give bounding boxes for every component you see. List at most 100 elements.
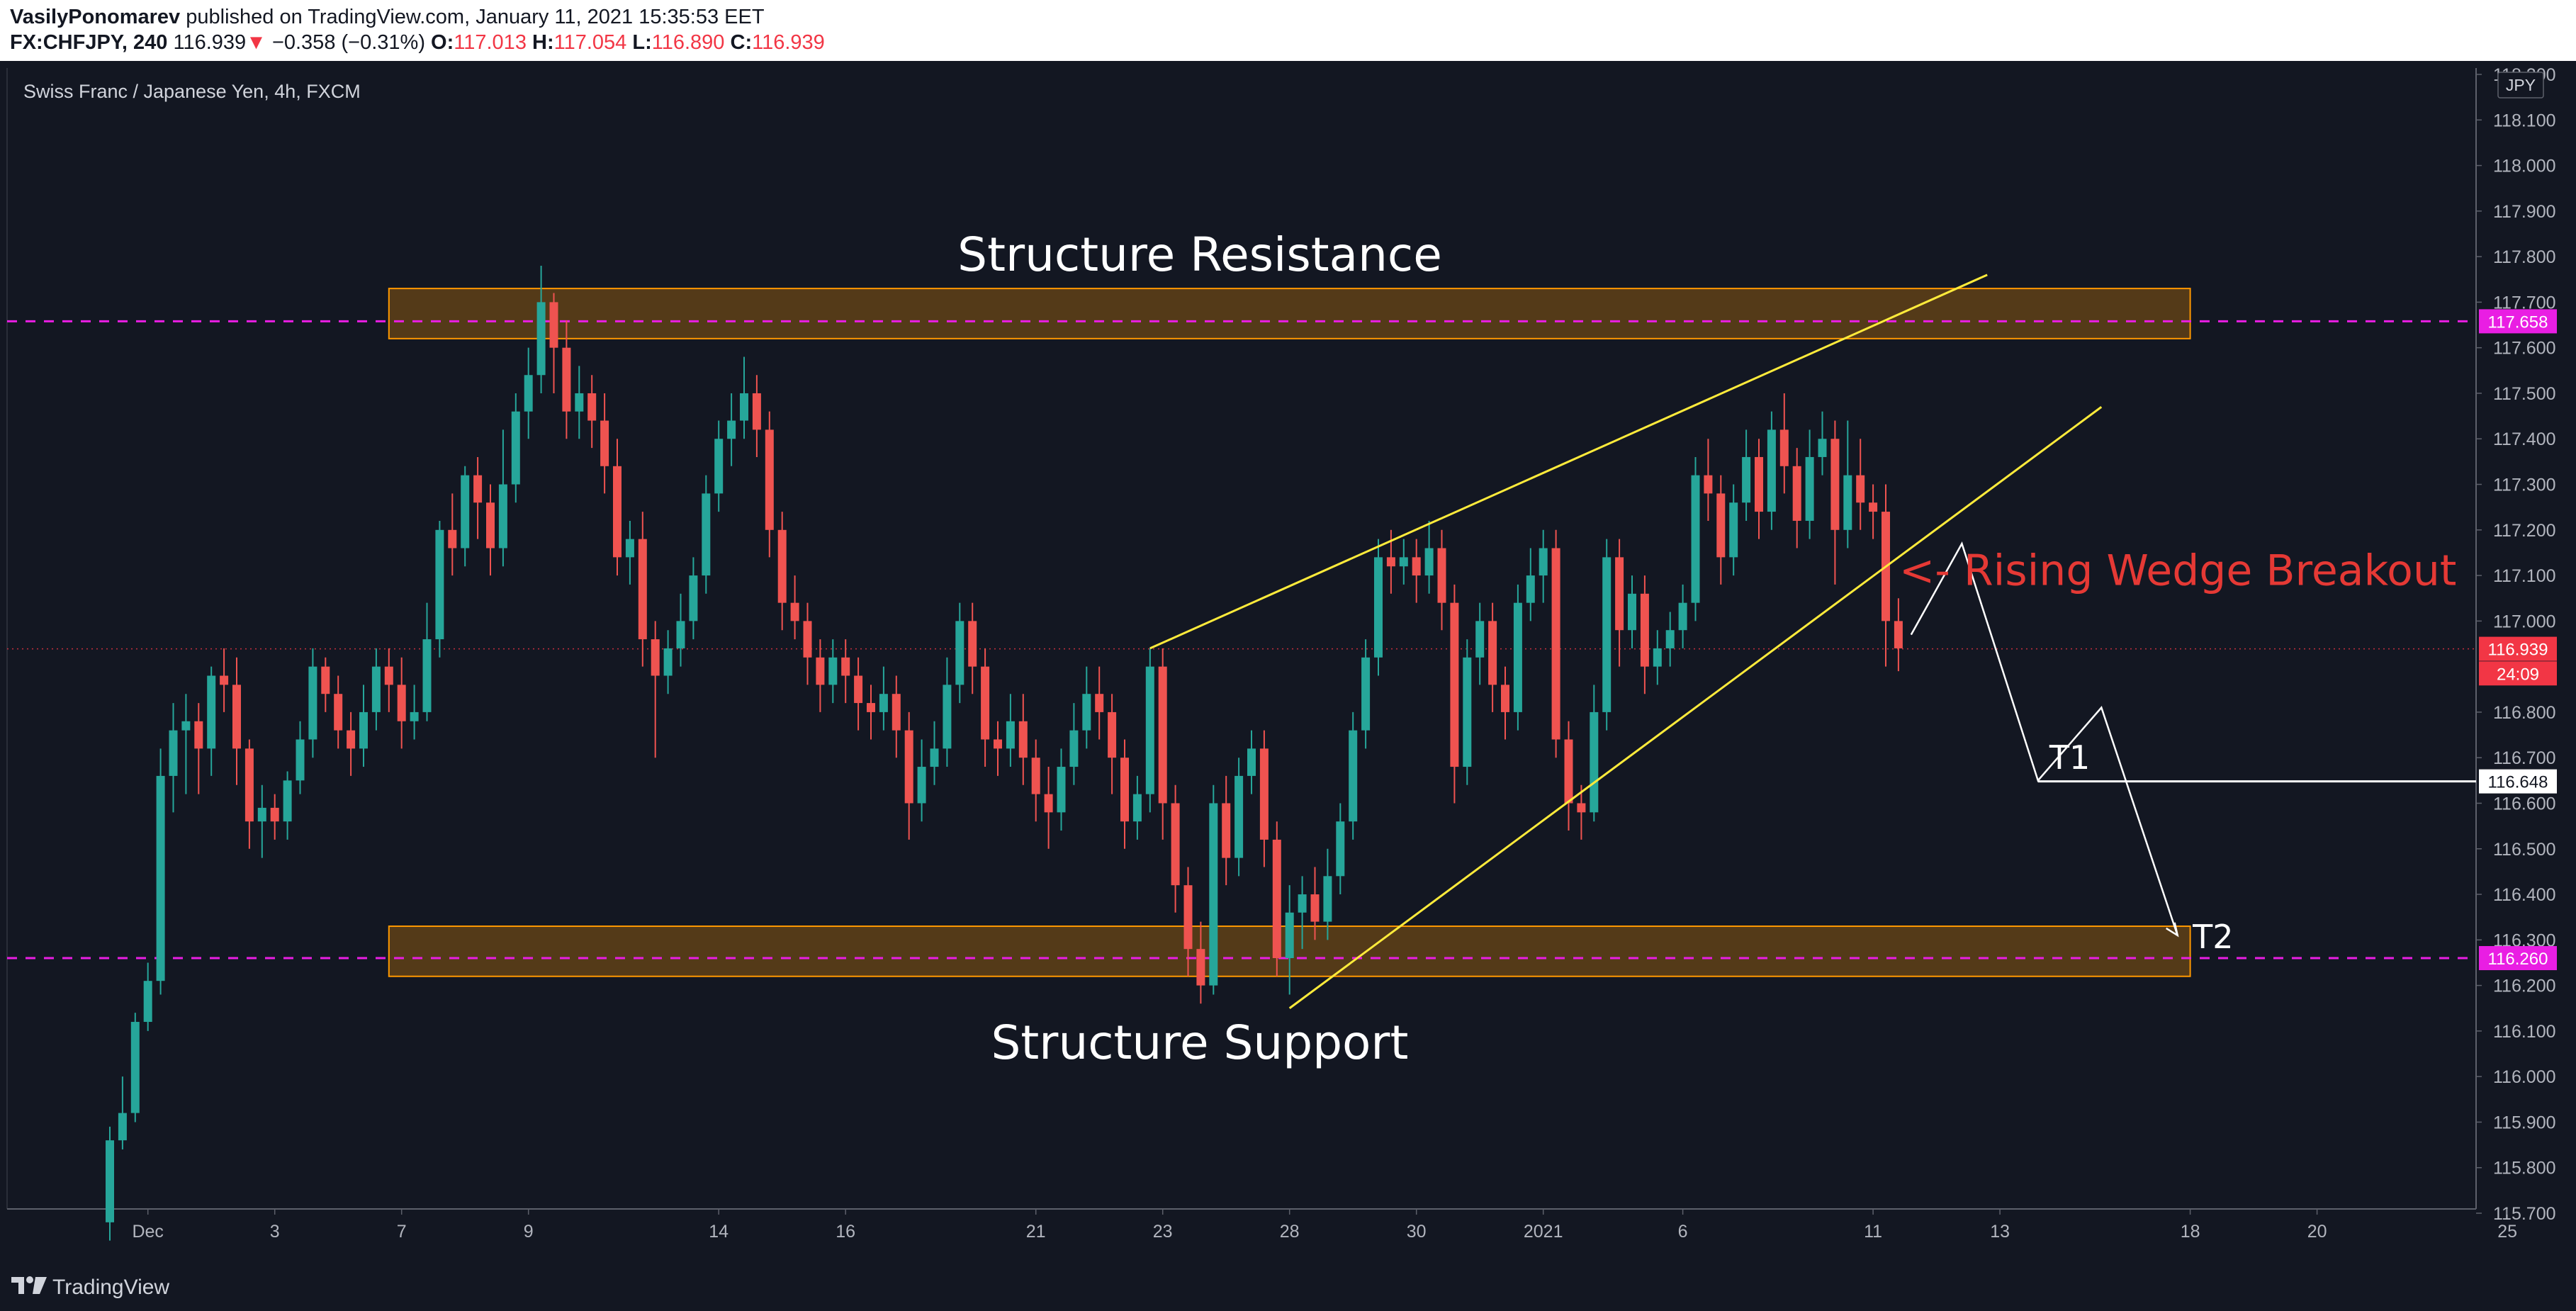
- price-tick-label: 116.600: [2493, 794, 2556, 814]
- candle-body: [613, 466, 621, 558]
- price-badge: [2479, 661, 2557, 686]
- price-badge: [2479, 769, 2557, 794]
- projection-path: [1910, 541, 2178, 936]
- price-badge-label: 116.260: [2488, 950, 2548, 969]
- candle-body: [1779, 429, 1789, 466]
- close-value: 116.939: [752, 31, 825, 54]
- candle-body: [156, 775, 165, 981]
- candle-body: [1031, 758, 1040, 794]
- price-badge: [2479, 309, 2557, 334]
- candle-body: [1399, 557, 1408, 567]
- candle-body: [296, 739, 305, 781]
- candle-body: [562, 347, 571, 412]
- time-tick-label: 14: [709, 1222, 729, 1242]
- candle-body: [1755, 456, 1763, 512]
- wedge-trendline-upper: [1149, 274, 1988, 650]
- candle-body: [1602, 557, 1612, 712]
- candle-body: [1551, 548, 1560, 740]
- candle-body: [1856, 475, 1865, 503]
- candle-body: [828, 657, 838, 685]
- candle-body: [1792, 466, 1801, 521]
- candle-body: [689, 575, 698, 621]
- price-badge: [2479, 636, 2557, 661]
- candle-body: [257, 807, 266, 822]
- candle-body: [879, 694, 888, 712]
- candle-body: [777, 529, 787, 603]
- candle-body: [498, 484, 507, 548]
- candle-body: [702, 493, 711, 576]
- publish-header: VasilyPonomarev published on TradingView…: [0, 0, 2576, 61]
- wedge-trendline-lower: [1288, 406, 2103, 1009]
- candle-body: [511, 411, 520, 485]
- chart-canvas[interactable]: Structure Resistance Structure Support <- …: [0, 61, 2576, 1266]
- candle-body: [244, 748, 254, 822]
- time-tick-label: 3: [270, 1222, 280, 1242]
- candle-body: [334, 694, 343, 731]
- candle-body: [448, 529, 457, 548]
- candle-body: [1082, 694, 1091, 731]
- candle-body: [1704, 475, 1713, 494]
- candle-body: [1488, 621, 1497, 685]
- price-badge-label: 24:09: [2497, 665, 2539, 684]
- candle-body: [410, 711, 419, 721]
- open-label: O:: [431, 31, 454, 54]
- candle-body: [1374, 557, 1383, 658]
- price-tick-label: 115.700: [2493, 1204, 2556, 1224]
- candle-body: [1095, 694, 1104, 712]
- time-tick-label: 9: [524, 1222, 534, 1242]
- candle-body: [1209, 803, 1218, 986]
- time-tick-label: 11: [1864, 1222, 1882, 1242]
- price-tick-label: 117.300: [2493, 476, 2556, 495]
- candle-body: [1615, 557, 1624, 631]
- candle-body: [1412, 557, 1421, 576]
- price-badge-label: 116.648: [2488, 773, 2548, 792]
- candle-body: [1564, 739, 1573, 804]
- candle-body: [1539, 548, 1548, 576]
- candle-body: [790, 602, 799, 621]
- price-change: −0.358 (−0.31%): [271, 31, 425, 54]
- candle-body: [1323, 876, 1332, 922]
- t1-label: T1: [2049, 738, 2090, 777]
- tradingview-logo-icon[interactable]: [10, 1273, 48, 1298]
- candle-body: [1475, 621, 1485, 658]
- candle-body: [600, 420, 609, 466]
- candle-body: [536, 302, 546, 376]
- candle-body: [1158, 666, 1167, 804]
- tradingview-brand[interactable]: TradingView: [52, 1276, 170, 1299]
- projection-arrowhead-icon: [2166, 922, 2179, 938]
- candle-body: [994, 739, 1002, 749]
- price-badge: [2479, 946, 2557, 971]
- candle-body: [1691, 475, 1700, 603]
- candle-body: [1577, 803, 1586, 813]
- candle-body: [1108, 711, 1117, 758]
- chart-area[interactable]: Structure Resistance Structure Support <- …: [0, 61, 2576, 1266]
- breakout-label: <- Rising Wedge Breakout: [1899, 546, 2456, 596]
- time-tick-label: 7: [397, 1222, 407, 1242]
- candle-body: [1894, 621, 1903, 648]
- resistance-zone: [388, 288, 2191, 339]
- candle-body: [867, 703, 875, 712]
- candle-body: [397, 685, 406, 721]
- currency-badge: [2497, 72, 2544, 99]
- candle-body: [1450, 602, 1459, 767]
- candle-body: [1424, 548, 1434, 576]
- price-badge-label: 116.939: [2488, 641, 2548, 660]
- candle-body: [1336, 821, 1345, 877]
- candle-body: [371, 666, 381, 712]
- candle-body: [1437, 548, 1446, 603]
- candle-body: [169, 730, 178, 776]
- author-name[interactable]: VasilyPonomarev: [10, 6, 181, 28]
- candle-body: [1234, 775, 1244, 858]
- candle-body: [143, 981, 152, 1023]
- price-badge-label: 117.658: [2488, 313, 2548, 332]
- candle-body: [1830, 439, 1840, 530]
- time-tick-label: 2021: [1524, 1222, 1563, 1242]
- low-label: L:: [632, 31, 652, 54]
- symbol-interval[interactable]: FX:CHFJPY, 240: [10, 31, 168, 54]
- candle-body: [841, 657, 850, 676]
- time-tick-label: 23: [1153, 1222, 1173, 1242]
- change-arrow-icon: ▼: [246, 31, 266, 54]
- candle-body: [943, 685, 952, 749]
- candle-body: [1145, 666, 1154, 794]
- candle-body: [904, 730, 913, 804]
